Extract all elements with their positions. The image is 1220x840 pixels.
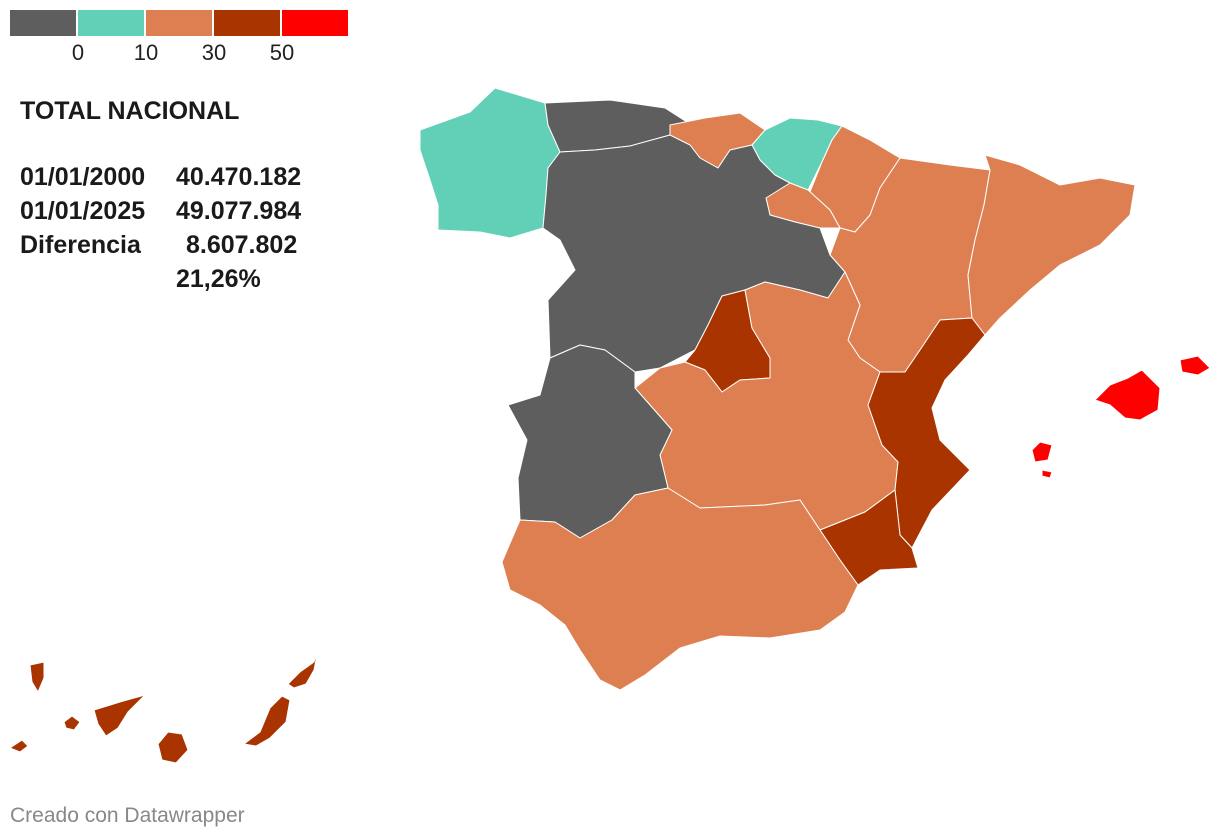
- region-cataluna[interactable]: Cataluña: [967, 154, 1136, 336]
- island-formentera[interactable]: [1041, 469, 1053, 479]
- credit-line: Creado con Datawrapper: [10, 804, 245, 827]
- legend-swatch-0-10: [78, 10, 144, 36]
- island-fuerteventura[interactable]: [243, 695, 291, 747]
- island-el-hierro[interactable]: [9, 739, 29, 753]
- region-galicia[interactable]: Galicia: [419, 87, 561, 239]
- island-menorca[interactable]: [1179, 355, 1211, 376]
- region-illes-balears[interactable]: Illes Balears: [1031, 355, 1211, 479]
- legend-tick-30: 30: [201, 40, 227, 65]
- legend-swatch-below-0: [10, 10, 76, 36]
- island-gran-canaria[interactable]: [157, 731, 189, 764]
- island-tenerife[interactable]: [93, 694, 146, 737]
- region-canarias[interactable]: Canarias: [9, 649, 319, 764]
- island-la-palma[interactable]: [29, 661, 45, 693]
- difference-value: 8.607.802: [186, 231, 298, 259]
- legend-swatch-above-50: [282, 10, 348, 36]
- national-total-panel: TOTAL NACIONAL 01/01/2000 40.470.182 01/0…: [20, 94, 301, 296]
- row-2025: 01/01/2025 49.077.984: [20, 194, 301, 228]
- island-mallorca[interactable]: [1094, 369, 1161, 421]
- difference-label: Diferencia: [20, 231, 141, 259]
- legend-tick-0: 0: [71, 40, 85, 65]
- legend-swatch-10-30: [146, 10, 212, 36]
- difference-percent: 21,26%: [176, 265, 261, 293]
- legend-tick-50: 50: [269, 40, 295, 65]
- row-difference: Diferencia 8.607.802: [20, 228, 301, 262]
- island-ibiza[interactable]: [1031, 441, 1053, 463]
- population-2000: 40.470.182: [176, 163, 302, 191]
- row-2000: 01/01/2000 40.470.182: [20, 160, 301, 194]
- row-percent: 21,26%: [20, 262, 301, 296]
- color-legend: 0 10 30 50: [10, 10, 350, 66]
- date-2025: 01/01/2025: [20, 197, 146, 225]
- date-2000: 01/01/2000: [20, 163, 146, 191]
- population-2025: 49.077.984: [176, 197, 302, 225]
- region-andalucia[interactable]: Andalucía: [501, 487, 859, 691]
- legend-tick-10: 10: [133, 40, 159, 65]
- legend-swatch-30-50: [214, 10, 280, 36]
- island-la-gomera[interactable]: [63, 715, 81, 731]
- panel-title: TOTAL NACIONAL: [20, 97, 240, 125]
- island-lanzarote[interactable]: [287, 649, 319, 689]
